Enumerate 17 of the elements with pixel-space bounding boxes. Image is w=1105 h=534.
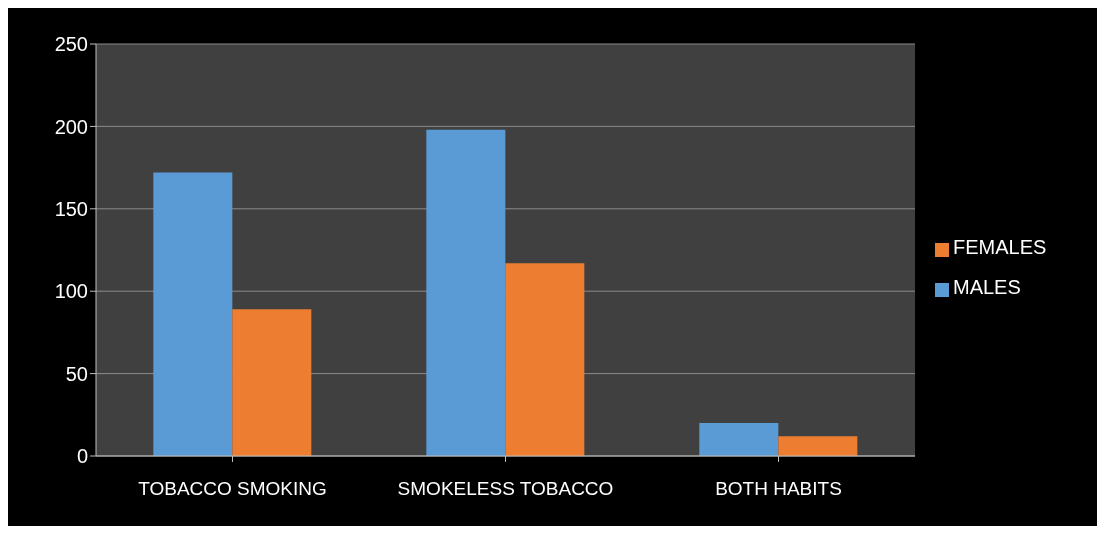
bar	[778, 436, 858, 456]
bar	[699, 423, 779, 456]
y-tick-label: 100	[54, 280, 88, 303]
y-tick-label: 200	[54, 115, 88, 138]
bar	[505, 263, 585, 456]
legend-label: MALES	[953, 276, 1021, 298]
y-tick-label: 250	[54, 33, 88, 56]
x-tick-label: BOTH HABITS	[715, 478, 842, 500]
y-tick-label: 150	[54, 197, 88, 220]
x-tick-label: TOBACCO SMOKING	[138, 478, 327, 500]
y-tick-label: 50	[65, 362, 88, 385]
bar	[232, 309, 312, 456]
legend-label: FEMALES	[953, 236, 1047, 258]
x-tick-label: SMOKELESS TOBACCO	[397, 478, 614, 500]
bar	[153, 172, 233, 456]
bar	[426, 129, 506, 456]
y-tick-label: 0	[76, 445, 88, 468]
